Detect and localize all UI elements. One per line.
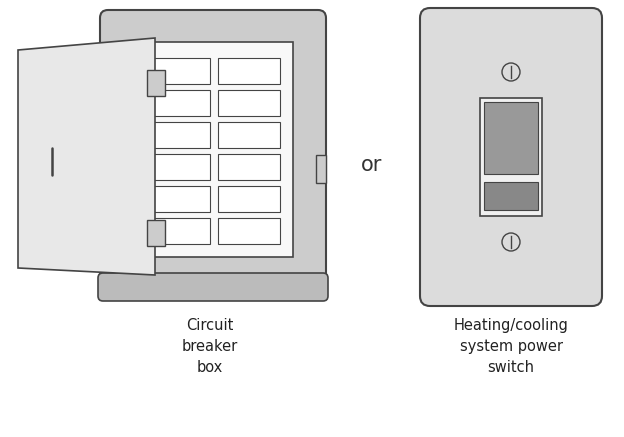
Bar	[218, 218, 280, 244]
Bar	[218, 122, 280, 148]
Bar	[148, 122, 210, 148]
Bar	[218, 154, 280, 180]
Bar	[148, 154, 210, 180]
Bar	[148, 90, 210, 116]
Text: or: or	[361, 155, 383, 175]
Bar	[218, 186, 280, 212]
Bar	[148, 58, 210, 84]
Bar	[316, 155, 326, 183]
Text: Heating/cooling
system power
switch: Heating/cooling system power switch	[454, 318, 568, 375]
Bar	[484, 102, 538, 174]
Bar	[480, 98, 542, 216]
FancyBboxPatch shape	[98, 273, 328, 301]
Bar	[138, 42, 293, 257]
FancyBboxPatch shape	[100, 10, 326, 296]
Bar	[148, 218, 210, 244]
Bar	[147, 220, 165, 246]
Bar	[218, 90, 280, 116]
FancyBboxPatch shape	[420, 8, 602, 306]
Bar	[147, 70, 165, 96]
Bar	[484, 182, 538, 210]
Bar	[218, 58, 280, 84]
Text: Circuit
breaker
box: Circuit breaker box	[182, 318, 238, 375]
Bar	[148, 186, 210, 212]
Polygon shape	[18, 38, 155, 275]
